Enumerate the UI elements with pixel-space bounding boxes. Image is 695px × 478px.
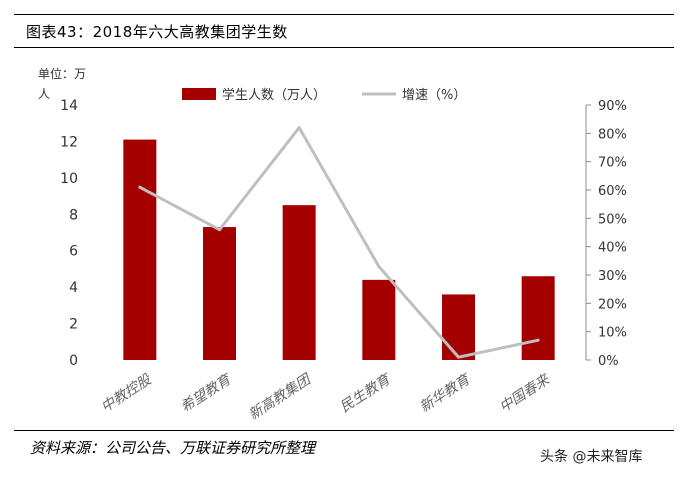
line-point	[297, 126, 301, 130]
left-tick-label: 0	[69, 353, 78, 369]
right-tick-label: 30%	[598, 269, 627, 284]
line-point	[138, 185, 142, 189]
category-label: 希望教育	[178, 371, 235, 416]
line-point	[536, 338, 540, 342]
bar-series	[123, 139, 555, 360]
bar	[362, 279, 396, 360]
title-bar: 图表43：2018年六大高教集团学生数	[14, 14, 674, 48]
right-axis: 0% 10% 20% 30% 40% 50% 60% 70% 80% 90%	[585, 99, 627, 369]
left-tick-label: 10	[60, 171, 78, 187]
category-label: 新高教集团	[246, 371, 315, 424]
left-tick-label: 12	[60, 134, 78, 150]
category-label: 中教控股	[98, 371, 155, 416]
category-label: 中国春来	[497, 371, 554, 416]
right-tick-label: 0%	[598, 354, 619, 369]
footer-divider	[14, 430, 674, 431]
bar	[442, 294, 475, 360]
left-tick-label: 2	[69, 317, 78, 333]
left-tick-label: 14	[60, 98, 78, 114]
watermark: 头条 @未来智库	[540, 449, 643, 465]
legend-bar-swatch	[182, 88, 216, 100]
line-point	[457, 355, 460, 359]
right-tick-label: 90%	[598, 99, 627, 114]
left-tick-label: 4	[69, 280, 78, 296]
unit-label-suffix: 人	[38, 87, 50, 101]
bar	[203, 227, 236, 360]
category-label: 新华教育	[417, 371, 474, 416]
chart-title: 图表43：2018年六大高教集团学生数	[26, 23, 288, 41]
source-note: 资料来源：公司公告、万联证券研究所整理	[30, 439, 316, 457]
bar	[521, 276, 555, 360]
right-tick-label: 10%	[598, 326, 627, 341]
left-tick-label: 6	[69, 244, 78, 260]
right-tick-label: 50%	[598, 212, 627, 227]
unit-label: 单位：万	[38, 66, 86, 81]
line-series	[138, 126, 540, 359]
right-tick-label: 70%	[598, 156, 627, 171]
category-label: 民生教育	[337, 371, 394, 416]
right-tick-label: 80%	[598, 127, 627, 142]
right-tick-label: 60%	[598, 184, 627, 199]
legend-bar-label: 学生人数（万人）	[222, 87, 326, 103]
legend-line-label: 增速（%）	[402, 88, 466, 103]
line-point	[218, 228, 221, 232]
right-tick-label: 20%	[598, 297, 627, 312]
unit-label-group: 单位：万人	[38, 66, 86, 101]
legend: 学生人数（万人） 增速（%）	[182, 87, 466, 103]
line-point	[377, 265, 381, 268]
bar	[123, 139, 157, 360]
category-labels: 中教控股 希望教育 新高教集团 民生教育 新华教育 中国春来	[98, 371, 554, 424]
bar	[282, 205, 316, 360]
right-tick-label: 40%	[598, 241, 627, 256]
growth-line	[139, 126, 539, 359]
left-axis: 0 2 4 6 8 10 12 14	[60, 98, 78, 369]
left-tick-label: 8	[69, 207, 78, 223]
